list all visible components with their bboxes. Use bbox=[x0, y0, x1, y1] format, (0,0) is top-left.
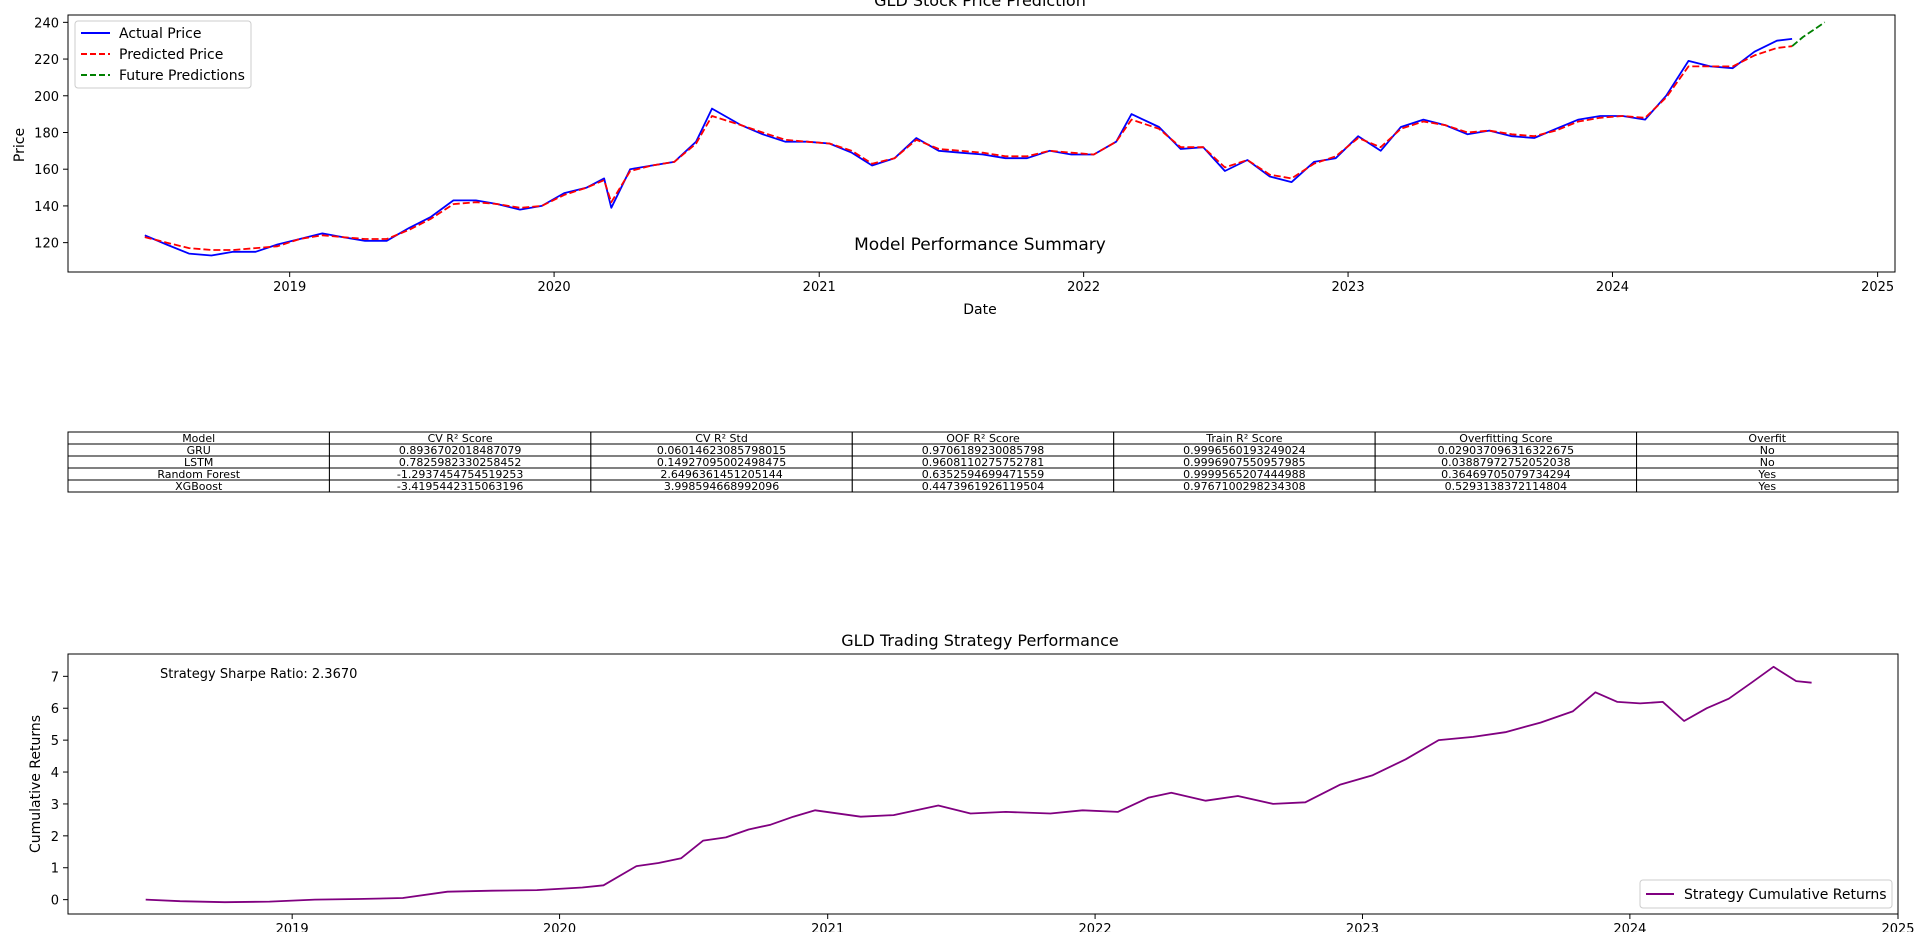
table-cell-text: 0.06014623085798015 bbox=[657, 444, 786, 457]
legend-actual-label: Actual Price bbox=[119, 26, 201, 42]
table-cell-text: 2.6496361451205144 bbox=[660, 468, 782, 481]
strategy-chart-y-tick-label: 0 bbox=[51, 894, 59, 909]
strategy-chart-series bbox=[145, 665, 1812, 904]
price-chart-title: GLD Stock Price Prediction bbox=[874, 0, 1086, 10]
table-cell-text: 0.14927095002498475 bbox=[657, 456, 786, 469]
strategy-chart-x-tick-label: 2019 bbox=[276, 922, 309, 932]
strategy-chart-x-tick-label: 2023 bbox=[1346, 922, 1379, 932]
legend-predicted-label: Predicted Price bbox=[119, 47, 223, 63]
table-cell-text: -1.2937454754519253 bbox=[397, 468, 523, 481]
table-cell-text: 0.9996560193249024 bbox=[1183, 444, 1305, 457]
table-cell-text: LSTM bbox=[184, 456, 213, 469]
price-chart-y-label: Price bbox=[12, 128, 28, 162]
price-chart-x-tick-label: 2025 bbox=[1861, 280, 1894, 295]
table-cell-text: Random Forest bbox=[157, 468, 240, 481]
price-chart-y-ticks: 120 140 160 180 200 220 240 bbox=[34, 16, 68, 252]
strategy-chart-series-strategy-cumulative-returns bbox=[145, 665, 1812, 904]
price-chart-series bbox=[144, 21, 1826, 257]
price-chart-y-tick-label: 160 bbox=[34, 163, 59, 178]
table-cell-text: XGBoost bbox=[175, 480, 223, 493]
table-cell-text: 0.9608110275752781 bbox=[922, 456, 1044, 469]
table-cell-text: -3.4195442315063196 bbox=[397, 480, 523, 493]
price-chart-x-tick-label: 2024 bbox=[1596, 280, 1629, 295]
table-cell-text: 0.9767100298234308 bbox=[1183, 480, 1305, 493]
table-header-text: OOF R² Score bbox=[946, 432, 1020, 445]
strategy-chart-x-tick-label: 2021 bbox=[811, 922, 844, 932]
price-chart-y-tick-label: 120 bbox=[34, 237, 59, 252]
price-chart-series-predicted-price bbox=[144, 45, 1793, 251]
table-cell-text: No bbox=[1760, 444, 1775, 457]
strategy-chart-y-ticks: 0 1 2 3 4 5 6 7 bbox=[51, 670, 68, 909]
table-header-text: Train R² Score bbox=[1205, 432, 1282, 445]
strategy-chart-y-tick-label: 3 bbox=[51, 798, 59, 813]
table-cell-text: 0.9999565207444988 bbox=[1183, 468, 1305, 481]
table-cell-text: 0.7825982330258452 bbox=[399, 456, 521, 469]
price-chart-frame bbox=[67, 14, 1896, 273]
price-chart-x-label: Date bbox=[963, 302, 996, 318]
table-cell-text: 0.03887972752052038 bbox=[1441, 456, 1570, 469]
strategy-chart-x-tick-label: 2020 bbox=[543, 922, 576, 932]
price-chart-y-tick-label: 220 bbox=[34, 53, 59, 68]
legend-future-label: Future Predictions bbox=[119, 68, 245, 84]
price-chart-x-tick-label: 2023 bbox=[1332, 280, 1365, 295]
table-cell-text: 0.5293138372114804 bbox=[1445, 480, 1567, 493]
strategy-chart-y-tick-label: 1 bbox=[51, 862, 59, 877]
sharpe-ratio-annotation: Strategy Sharpe Ratio: 2.3670 bbox=[160, 667, 357, 682]
table-cell-text: No bbox=[1760, 456, 1775, 469]
model-performance-table: Model CV R² Score CV R² Std OOF R² Score Tra… bbox=[67, 431, 1899, 493]
price-chart-x-ticks: 2019 2020 2021 2022 2023 2024 2025 bbox=[273, 272, 1894, 295]
strategy-chart-x-tick-label: 2022 bbox=[1079, 922, 1112, 932]
table-cell-text: 3.998594668992096 bbox=[664, 480, 779, 493]
legend-box bbox=[74, 20, 252, 89]
strategy-chart-legend: Strategy Cumulative Returns bbox=[1639, 879, 1893, 909]
price-chart-legend: Actual Price Predicted Price Future Pred… bbox=[74, 20, 252, 89]
legend-box bbox=[1639, 879, 1893, 909]
strategy-chart-y-tick-label: 7 bbox=[51, 670, 59, 685]
price-chart: GLD Stock Price Prediction 2019 2020 2021 2… bbox=[12, 0, 1896, 318]
price-chart-series-future-predictions bbox=[1791, 21, 1826, 47]
legend-strategy-label: Strategy Cumulative Returns bbox=[1684, 887, 1887, 903]
table-cell-text: Yes bbox=[1757, 480, 1776, 493]
strategy-chart-x-tick-label: 2025 bbox=[1881, 922, 1914, 932]
table-cell-text: 0.6352594699471559 bbox=[922, 468, 1044, 481]
table-cell-text: Yes bbox=[1757, 468, 1776, 481]
strategy-chart: GLD Trading Strategy Performance 2019 202… bbox=[28, 631, 1915, 932]
strategy-chart-y-tick-label: 2 bbox=[51, 830, 59, 845]
table-cell-text: 0.9706189230085798 bbox=[922, 444, 1044, 457]
table-cell-text: 0.36469705079734294 bbox=[1441, 468, 1570, 481]
table-header-text: Model bbox=[182, 432, 215, 445]
table-header-text: CV R² Score bbox=[428, 432, 493, 445]
table-cell-text: 0.9996907550957985 bbox=[1183, 456, 1305, 469]
table-cell bbox=[1636, 479, 1899, 493]
strategy-chart-y-tick-label: 4 bbox=[51, 766, 59, 781]
table-cell-text: GRU bbox=[187, 444, 211, 457]
model-performance-summary-title: Model Performance Summary bbox=[854, 235, 1106, 255]
table-header-text: Overfit bbox=[1748, 432, 1786, 445]
price-chart-x-tick-label: 2021 bbox=[803, 280, 836, 295]
price-chart-x-tick-label: 2020 bbox=[538, 280, 571, 295]
strategy-chart-x-ticks: 2019 2020 2021 2022 2023 2024 2025 bbox=[276, 914, 1915, 932]
strategy-chart-frame bbox=[67, 653, 1899, 915]
strategy-chart-title: GLD Trading Strategy Performance bbox=[841, 631, 1119, 650]
price-chart-x-tick-label: 2022 bbox=[1067, 280, 1100, 295]
table-header-text: CV R² Std bbox=[695, 432, 748, 445]
table-header-text: Overfitting Score bbox=[1459, 432, 1553, 445]
price-chart-y-tick-label: 200 bbox=[34, 90, 59, 105]
price-chart-y-tick-label: 180 bbox=[34, 126, 59, 141]
strategy-chart-y-tick-label: 6 bbox=[51, 702, 59, 717]
strategy-chart-y-tick-label: 5 bbox=[51, 734, 59, 749]
table-cell-text: 0.029037096316322675 bbox=[1438, 444, 1574, 457]
strategy-chart-y-label: Cumulative Returns bbox=[28, 715, 44, 853]
price-chart-y-tick-label: 140 bbox=[34, 200, 59, 215]
strategy-chart-x-tick-label: 2024 bbox=[1613, 922, 1646, 932]
price-chart-series-actual-price bbox=[144, 38, 1793, 257]
table-cell-text: 0.4473961926119504 bbox=[922, 480, 1044, 493]
table-cell-text: 0.8936702018487079 bbox=[399, 444, 521, 457]
price-chart-x-tick-label: 2019 bbox=[273, 280, 306, 295]
price-chart-y-tick-label: 240 bbox=[34, 16, 59, 31]
